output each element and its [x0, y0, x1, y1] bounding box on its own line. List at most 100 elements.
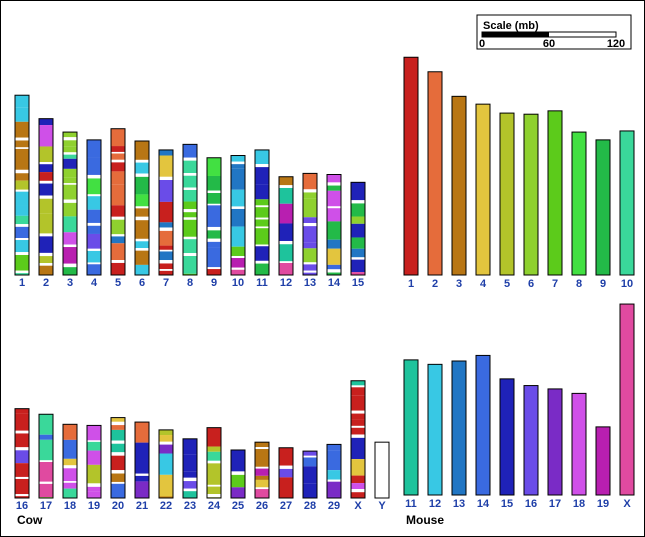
cow-chr-label-24: 24	[208, 500, 221, 512]
cow-segment-gap	[327, 182, 341, 186]
cow-synteny-segment	[207, 451, 221, 461]
scale-tick-120: 120	[607, 38, 625, 50]
cow-segment-gap	[183, 488, 197, 492]
cow-synteny-segment	[303, 226, 317, 243]
cow-synteny-segment	[39, 483, 53, 498]
cow-segment-gap	[135, 159, 149, 163]
cow-segment-gap	[327, 269, 341, 273]
cow-synteny-segment	[303, 192, 317, 199]
cow-synteny-segment	[207, 193, 221, 204]
mouse-chr-label-17: 17	[549, 498, 561, 510]
cow-chr-label-12: 12	[280, 277, 292, 289]
cow-synteny-segment	[15, 450, 29, 464]
cow-segment-gap	[15, 238, 29, 241]
cow-chromosome-outline	[326, 443, 342, 499]
cow-chromosome-Y	[374, 441, 390, 499]
cow-synteny-segment	[231, 189, 245, 207]
mouse-chromosome-10	[619, 130, 635, 276]
cow-synteny-segment	[15, 121, 29, 138]
cow-chr-label-8: 8	[187, 277, 193, 289]
mouse-chr-label-13: 13	[453, 498, 465, 510]
cow-synteny-segment	[231, 155, 245, 162]
cow-synteny-segment	[135, 208, 149, 217]
cow-segment-gap	[327, 479, 341, 482]
mouse-chr-label-16: 16	[525, 498, 537, 510]
cow-synteny-segment	[111, 262, 125, 275]
mouse-chr-label-X: X	[623, 498, 631, 510]
cow-synteny-segment	[63, 232, 77, 245]
cow-synteny-segment	[63, 202, 77, 217]
cow-synteny-segment	[327, 208, 341, 222]
cow-segment-gap	[255, 487, 269, 490]
cow-chr-label-19: 19	[88, 500, 100, 512]
cow-synteny-segment	[255, 449, 269, 467]
cow-chromosome-20	[110, 417, 126, 499]
cow-synteny-segment	[135, 220, 149, 239]
cow-chromosome-outline	[254, 441, 270, 499]
cow-segment-gap	[255, 244, 269, 247]
cow-synteny-segment	[159, 453, 173, 475]
cow-synteny-segment	[255, 184, 269, 200]
cow-synteny-segment	[255, 149, 269, 164]
cow-synteny-segment	[87, 178, 101, 195]
cow-segment-gap	[135, 248, 149, 251]
cow-synteny-segment	[63, 177, 77, 184]
cow-segment-gap	[183, 477, 197, 482]
mouse-chromosome-19	[595, 426, 611, 496]
mouse-chr-label-6: 6	[528, 278, 534, 290]
mouse-chr-label-10: 10	[621, 278, 633, 290]
cow-segment-gap	[279, 240, 293, 245]
cow-segment-gap	[255, 163, 269, 168]
cow-chromosome-outline	[182, 143, 198, 276]
cow-synteny-segment	[63, 154, 77, 159]
cow-chromosome-9	[206, 157, 222, 276]
cow-segment-gap	[87, 222, 101, 226]
cow-synteny-segment	[183, 491, 197, 498]
scale-tick-0: 0	[479, 38, 485, 50]
cow-chromosome-1	[14, 94, 30, 276]
cow-synteny-segment	[207, 241, 221, 248]
cow-synteny-segment	[183, 175, 197, 188]
cow-segment-gap	[111, 470, 125, 474]
cow-synteny-segment	[87, 157, 101, 175]
cow-segment-gap	[255, 260, 269, 264]
cow-chromosome-outline	[110, 417, 126, 499]
scale-legend: Scale (mb) 0 60 120	[476, 14, 632, 50]
cow-chromosome-16	[14, 408, 30, 499]
mouse-chromosome-13	[451, 360, 467, 496]
cow-segment-gap	[255, 466, 269, 469]
mouse-chromosome-15	[499, 378, 515, 496]
mouse-chr-label-9: 9	[600, 278, 606, 290]
mouse-chromosome-11	[403, 359, 419, 496]
cow-segment-gap	[159, 176, 173, 181]
cow-synteny-segment	[279, 468, 293, 478]
cow-synteny-segment	[183, 471, 197, 478]
cow-synteny-segment	[207, 427, 221, 447]
cow-synteny-segment	[351, 216, 365, 224]
cow-chromosome-outline	[302, 172, 318, 276]
cow-synteny-segment	[63, 468, 77, 482]
cow-synteny-segment	[351, 259, 365, 273]
cow-synteny-segment	[87, 425, 101, 441]
cow-synteny-segment	[159, 251, 173, 261]
cow-synteny-segment	[135, 141, 149, 160]
cow-segment-gap	[207, 190, 221, 194]
cow-synteny-segment	[183, 481, 197, 489]
cow-chr-label-2: 2	[43, 277, 49, 289]
cow-segment-gap	[111, 151, 125, 154]
cow-synteny-segment	[87, 225, 101, 234]
cow-segment-gap	[183, 253, 197, 257]
cow-chromosome-10	[230, 155, 246, 276]
cow-segment-gap	[351, 434, 365, 438]
cow-segment-gap	[63, 465, 77, 469]
scale-title: Scale (mb)	[483, 20, 539, 32]
cow-chr-label-1: 1	[19, 277, 25, 289]
mouse-chr-label-18: 18	[573, 498, 585, 510]
cow-chromosome-outline	[62, 423, 78, 499]
cow-synteny-segment	[135, 162, 149, 174]
cow-chr-label-X: X	[354, 500, 362, 512]
